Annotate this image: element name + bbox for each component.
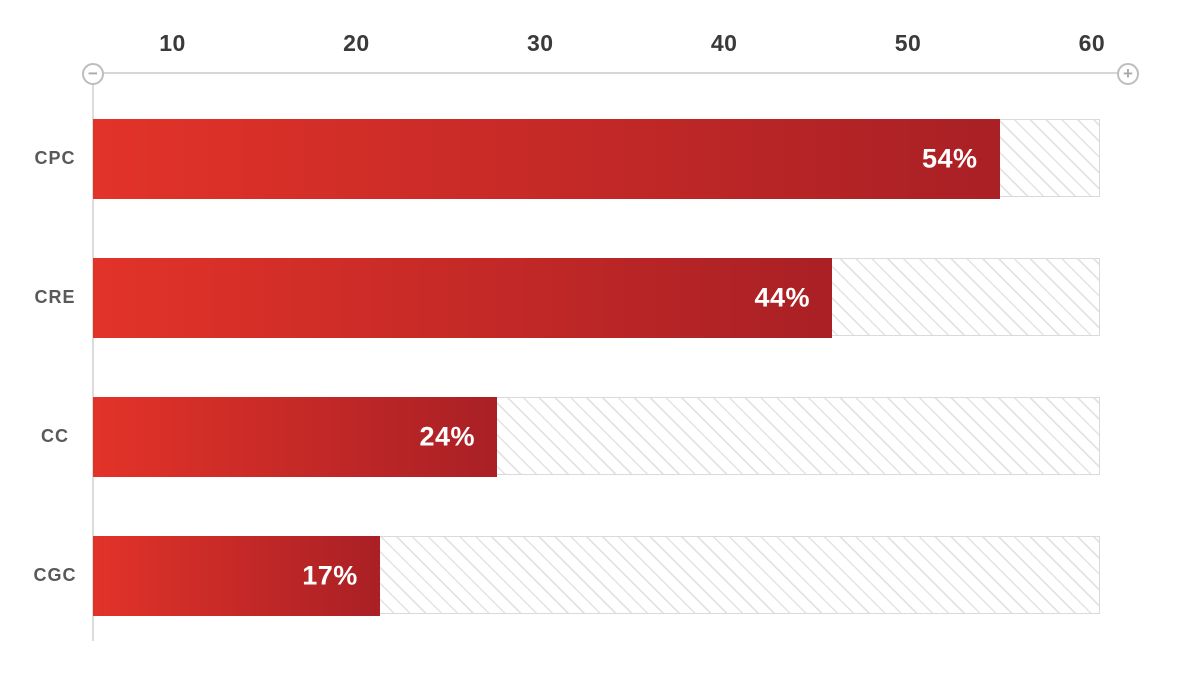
bar-row: CRE 44% [0, 258, 1200, 338]
category-label: CC [41, 426, 69, 446]
category-label: CGC [33, 565, 77, 585]
bar-track: 44% [93, 258, 1100, 338]
bar-row: CPC 54% [0, 119, 1200, 199]
x-axis-tick-label: 30 [527, 30, 554, 56]
x-axis-line [104, 72, 1117, 74]
bar-value-label: 54% [921, 143, 978, 174]
x-axis-tick-label: 20 [343, 30, 370, 56]
bar-row: CC 24% [0, 397, 1200, 477]
zoom-out-button[interactable]: − [82, 63, 104, 85]
zoom-in-button[interactable]: + [1117, 63, 1139, 85]
bar: 17% [93, 536, 380, 616]
minus-icon: − [88, 64, 98, 83]
plus-icon: + [1123, 64, 1133, 83]
x-axis-tick-label: 50 [894, 30, 922, 56]
bar-track: 17% [93, 536, 1100, 616]
x-axis-tick-label: 60 [1078, 30, 1106, 56]
bar-value-label: 17% [302, 560, 358, 591]
x-axis-tick-label: 40 [710, 30, 738, 56]
bar-row: CGC 17% [0, 536, 1200, 616]
bar: 54% [93, 119, 1000, 199]
bar-value-label: 44% [754, 282, 810, 313]
category-label: CPC [34, 148, 76, 168]
x-axis-tick-label: 10 [159, 30, 186, 56]
bar: 44% [93, 258, 832, 338]
category-label: CRE [34, 287, 76, 307]
bar-track: 24% [93, 397, 1100, 477]
bar: 24% [93, 397, 497, 477]
bar-value-label: 24% [419, 421, 475, 452]
y-axis-line [92, 85, 94, 641]
x-axis-ticks: 10 20 30 40 50 60 [93, 30, 1104, 56]
bar-track: 54% [93, 119, 1100, 199]
